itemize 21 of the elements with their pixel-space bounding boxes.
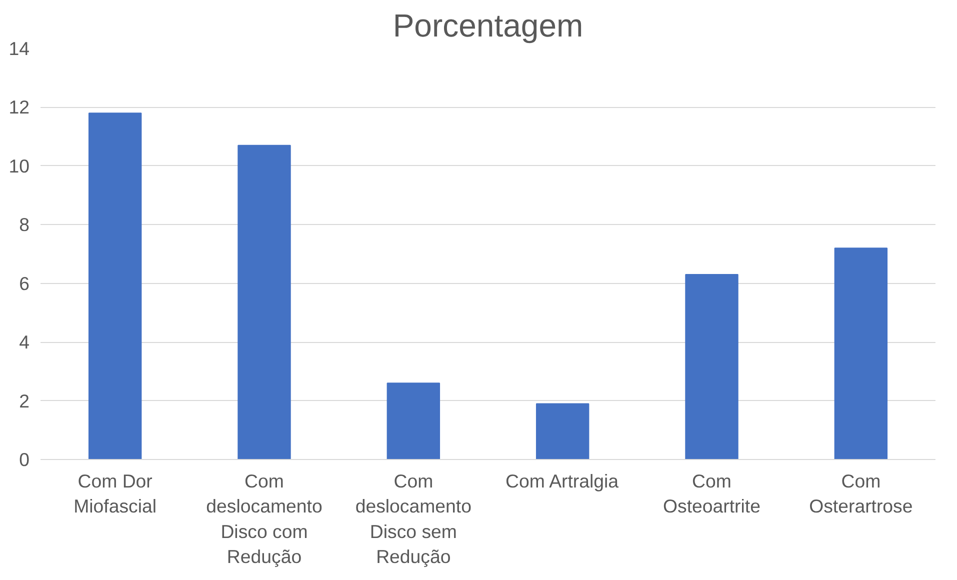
x-tick-label: Com Artralgia [506,470,620,492]
bar [386,382,440,460]
x-tick-label: Com Osteoartrite [663,470,760,517]
y-tick-label: 6 [19,272,30,294]
bar [536,403,590,460]
y-tick-label: 10 [8,155,30,176]
y-tick-label: 2 [19,390,30,412]
y-tick-label: 4 [19,332,30,353]
y-tick-label: 12 [8,96,30,118]
y-tick-label: 0 [19,449,30,470]
y-tick-label: 14 [8,38,30,59]
x-tick-label: Com deslocamento Disco sem Redução [355,470,472,568]
x-tick-label: Com deslocamento Disco com Redução [206,470,322,568]
x-tick-label: Com Osterartrose [809,470,913,517]
bar [685,274,738,460]
bar [88,112,142,460]
bar [834,248,888,460]
x-tick-label: Com Dor Miofascial [74,470,157,517]
y-tick-label: 8 [19,214,30,236]
chart-title: Porcentagem [392,8,584,44]
bar [238,144,291,460]
